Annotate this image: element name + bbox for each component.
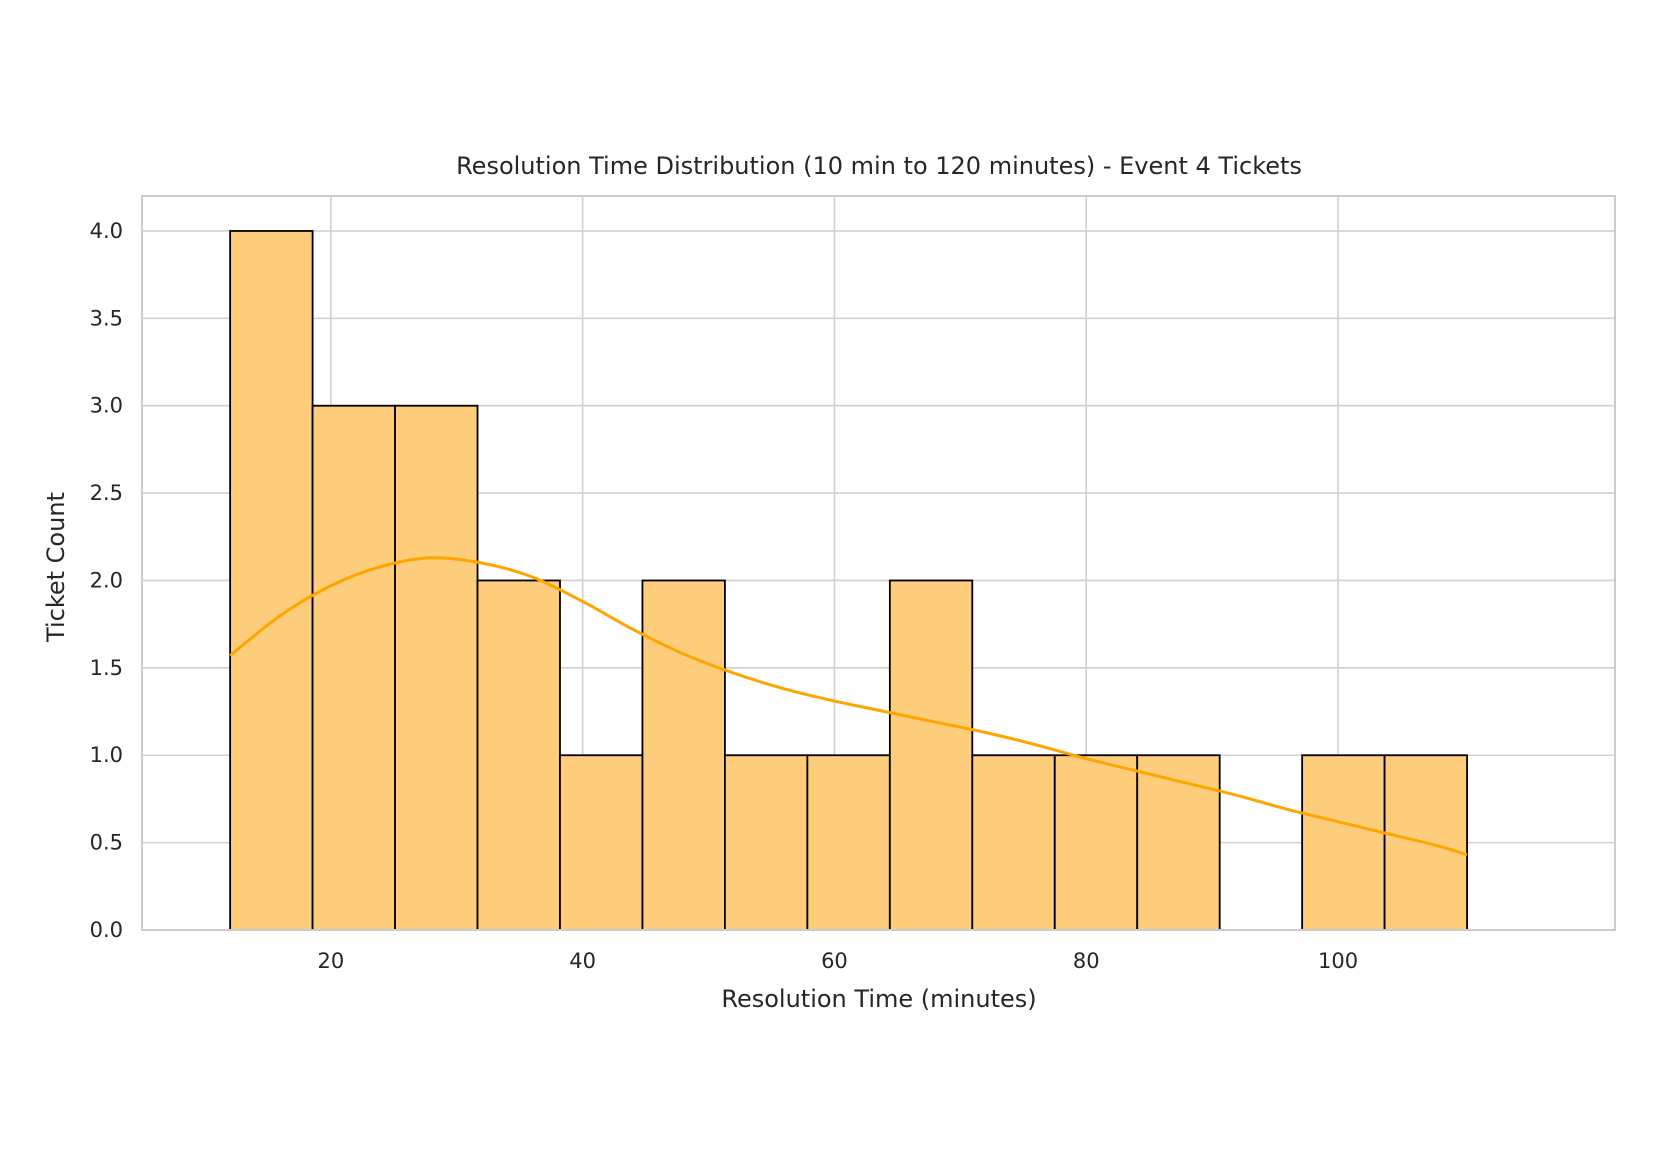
x-tick-label: 60 xyxy=(821,949,848,973)
x-tick-label: 80 xyxy=(1073,949,1100,973)
y-tick-label: 0.5 xyxy=(90,831,123,855)
histogram-bar xyxy=(1301,754,1386,931)
y-tick-label: 1.0 xyxy=(90,743,123,767)
histogram-bar xyxy=(806,754,891,931)
y-tick-label: 2.5 xyxy=(90,481,123,505)
plot-frame xyxy=(141,195,1616,931)
histogram-bars xyxy=(229,230,1468,931)
y-tick-label: 0.0 xyxy=(90,918,123,942)
x-tick-label: 20 xyxy=(317,949,344,973)
histogram-bar xyxy=(641,579,726,931)
histogram-bar xyxy=(971,754,1056,931)
histogram-bar xyxy=(559,754,644,931)
kde-curve-layer xyxy=(229,556,1468,857)
y-tick-label: 3.5 xyxy=(90,306,123,330)
y-tick-label: 4.0 xyxy=(90,219,123,243)
histogram-bar xyxy=(476,579,561,931)
x-tick-label: 100 xyxy=(1318,949,1358,973)
histogram-bar xyxy=(888,579,974,931)
histogram-bar xyxy=(1053,754,1139,931)
y-tick-labels: 0.0 0.5 1.0 1.5 2.0 2.5 3.0 3.5 4.0 xyxy=(90,219,123,942)
histogram-bar xyxy=(311,404,396,931)
y-tick-label: 2.0 xyxy=(90,568,123,592)
y-tick-label: 1.5 xyxy=(90,656,123,680)
x-tick-labels: 20 40 60 80 100 xyxy=(317,949,1358,973)
histogram-bar xyxy=(724,754,809,931)
x-axis-title: Resolution Time (minutes) xyxy=(721,985,1036,1013)
y-tick-label: 3.0 xyxy=(90,394,123,418)
histogram-bar xyxy=(394,404,479,931)
histogram-bar xyxy=(1136,754,1221,931)
histogram-bar xyxy=(229,230,314,931)
kde-line xyxy=(229,556,1468,857)
chart-title: Resolution Time Distribution (10 min to … xyxy=(456,152,1302,180)
x-tick-label: 40 xyxy=(569,949,596,973)
y-axis-title: Ticket Count xyxy=(42,492,70,643)
